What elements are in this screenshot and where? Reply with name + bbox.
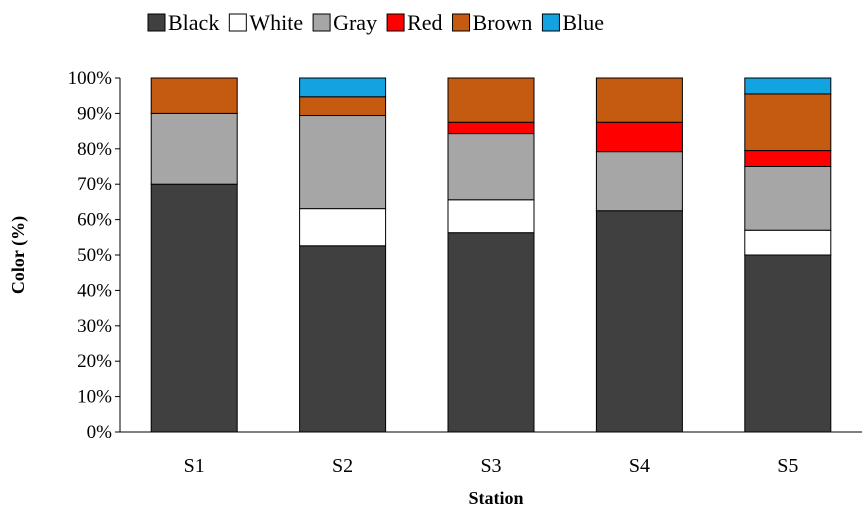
bar-segment-black-s3 [447,232,535,433]
bar-segment-white-s5 [744,229,832,256]
legend-label-brown: Brown [473,10,533,35]
legend-swatch-blue [541,13,560,32]
bar-segment-brown-s5 [744,93,832,152]
bar-segment-blue-s5 [744,77,832,95]
y-tick-label: 10% [77,387,112,408]
bar-segment-black-s2 [299,245,387,433]
bar-segment-black-s4 [595,210,683,433]
y-tick-label: 70% [77,174,112,195]
plot-area [150,77,832,433]
bar-segment-brown-s1 [150,77,238,114]
bar-segment-black-s1 [150,183,238,433]
x-axis-title: Station [468,488,523,508]
bar-segment-brown-s2 [299,96,387,117]
bar-segment-white-s3 [447,199,535,234]
bar-segment-white-s2 [299,208,387,247]
legend-swatch-brown [452,13,471,32]
y-axis-title: Color (%) [8,216,29,294]
legend: Black White Gray Red Brown Blue [147,10,604,35]
bar-segment-blue-s2 [299,77,387,98]
legend-swatch-gray [312,13,331,32]
y-tick-label: 100% [68,68,113,89]
y-tick-label: 80% [77,139,112,160]
bar-segment-gray-s4 [595,151,683,212]
legend-swatch-red [386,13,405,32]
bar-segment-gray-s3 [447,133,535,201]
legend-label-black: Black [168,10,219,35]
y-axis: 0% 10% 20% 30% 40% 50% 60% 70% 80% 90% 100% [68,68,121,443]
legend-label-blue: Blue [562,10,604,35]
x-tick-label: S5 [777,455,798,477]
bar-segment-red-s3 [447,121,535,135]
legend-label-white: White [249,10,303,35]
bar-segment-gray-s2 [299,115,387,210]
x-tick-label: S2 [332,455,353,477]
legend-label-red: Red [407,10,442,35]
bar-segment-brown-s4 [595,77,683,123]
bar-segment-gray-s5 [744,166,832,231]
bar-segment-brown-s3 [447,77,535,123]
y-tick-label: 90% [77,103,112,124]
legend-swatch-black [147,13,166,32]
y-tick-label: 40% [77,280,112,301]
y-tick-label: 60% [77,210,112,231]
legend-label-gray: Gray [333,10,377,35]
bar-segment-black-s5 [744,254,832,433]
x-tick-label: S3 [480,455,501,477]
y-tick-label: 20% [77,351,112,372]
x-axis: S1 S2 S3 S4 S5 [120,431,862,477]
bar-segment-red-s5 [744,150,832,168]
bar-segment-red-s4 [595,121,683,153]
bar-segment-gray-s1 [150,112,238,185]
y-tick-label: 30% [77,316,112,337]
x-tick-label: S4 [629,455,650,477]
y-tick-label: 50% [77,245,112,266]
legend-swatch-white [228,13,247,32]
x-tick-label: S1 [184,455,205,477]
y-tick-label: 0% [87,422,113,443]
